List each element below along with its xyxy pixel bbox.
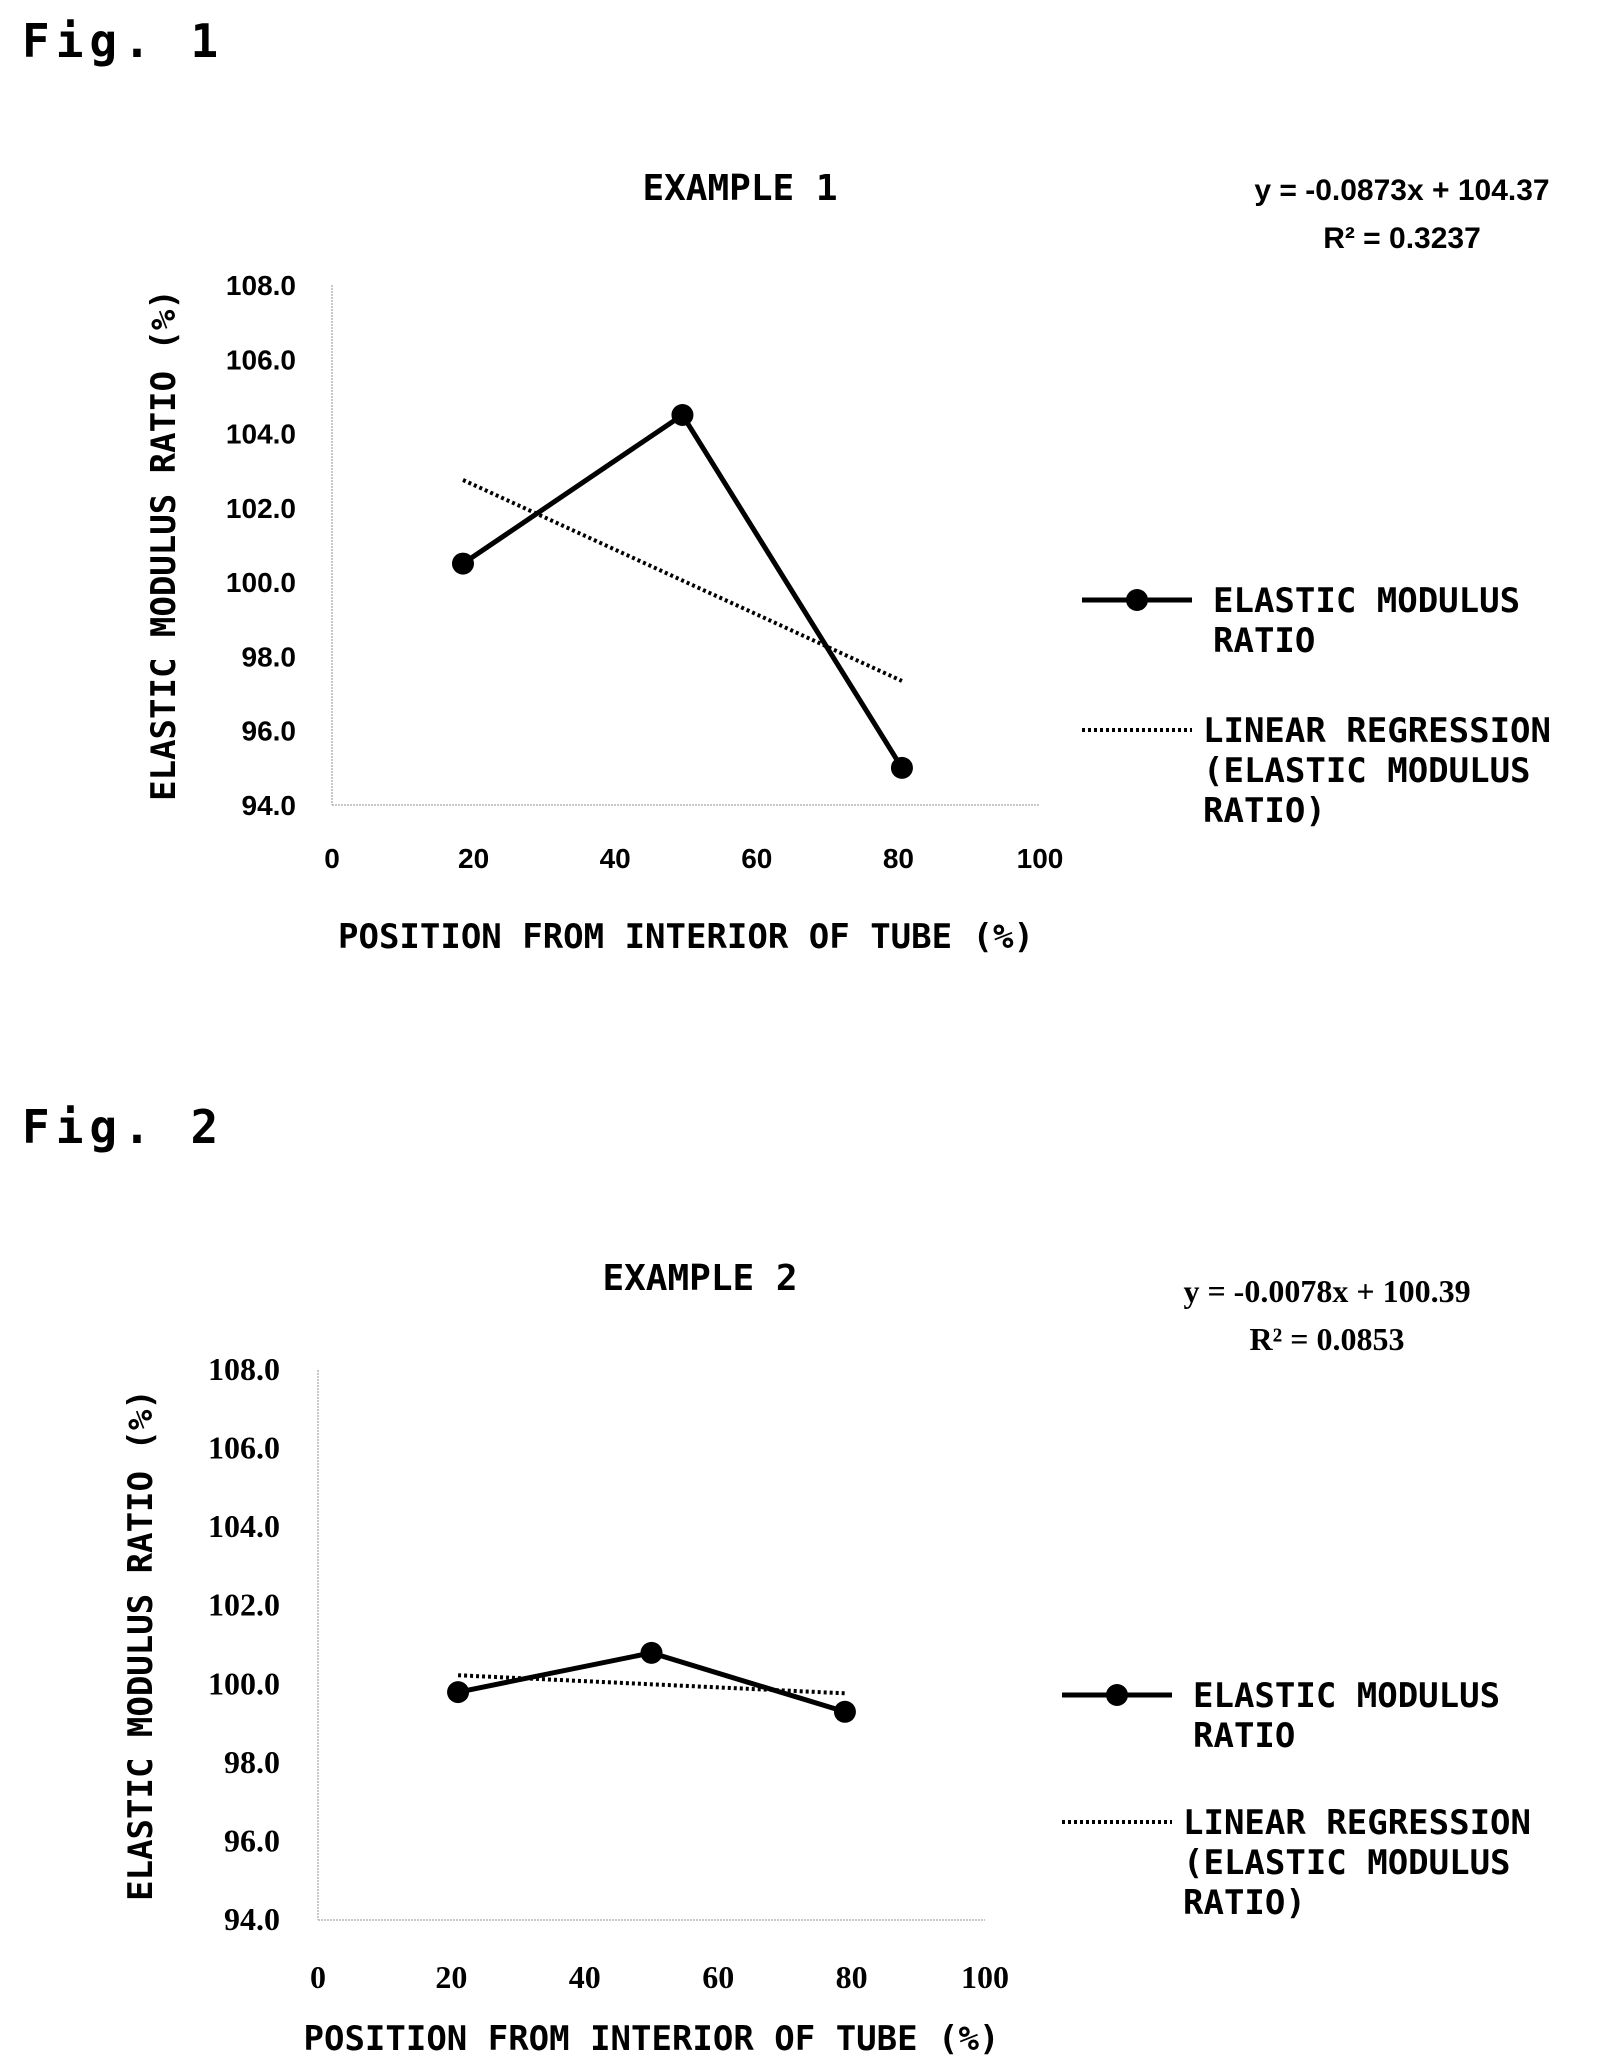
y-tick-label: 108.0 [226,270,296,301]
x-tick-label: 100 [1017,843,1064,874]
y-tick-label: 108.0 [208,1351,280,1387]
x-tick-label: 60 [741,843,772,874]
y-axis-label: ELASTIC MODULUS RATIO (%) [121,1389,161,1901]
x-tick-label: 80 [836,1959,868,1995]
legend-label-regression: LINEAR REGRESSION [1183,1803,1531,1843]
y-tick-label: 96.0 [242,716,297,747]
legend-label-data: ELASTIC MODULUS [1193,1676,1500,1716]
data-point-marker [451,552,474,575]
y-tick-label: 98.0 [224,1744,280,1780]
data-point-marker [890,756,913,779]
data-point-marker [447,1681,470,1704]
x-tick-label: 0 [324,843,340,874]
y-tick-label: 106.0 [208,1430,280,1466]
y-tick-label: 100.0 [208,1665,280,1701]
legend-label-data: ELASTIC MODULUS [1213,581,1520,621]
series-regression-line [457,1673,846,1696]
y-tick-label: 100.0 [226,567,296,598]
chart-example-1: EXAMPLE 1 y = -0.0873x + 104.37 R² = 0.323… [144,168,1551,957]
data-point-marker [640,1641,663,1664]
x-tick-label: 20 [458,843,489,874]
legend-label-regression: RATIO) [1183,1883,1306,1923]
y-tick-label: 98.0 [242,641,297,672]
x-tick-label: 0 [310,1959,326,1995]
y-tick-label: 96.0 [224,1822,280,1858]
y-tick-label: 106.0 [226,344,296,375]
x-axis-label: POSITION FROM INTERIOR OF TUBE (%) [338,917,1034,957]
legend-label-regression: (ELASTIC MODULUS [1203,751,1531,791]
x-tick-label: 60 [702,1959,734,1995]
data-point-marker [833,1700,856,1723]
r-squared-value: R² = 0.3237 [1323,222,1481,255]
figure-1-label: Fig. 1 [22,14,225,68]
legend-label-regression: LINEAR REGRESSION [1203,711,1551,751]
legend-label-data: RATIO [1213,621,1315,661]
regression-equation: y = -0.0078x + 100.39 [1183,1273,1470,1309]
chart-title: EXAMPLE 2 [602,1258,797,1299]
data-point-marker [671,404,694,426]
y-tick-label: 94.0 [224,1901,280,1937]
x-tick-label: 20 [435,1959,467,1995]
y-tick-label: 104.0 [208,1508,280,1544]
series-regression-line [462,478,903,683]
y-tick-label: 102.0 [208,1587,280,1623]
legend-label-regression: RATIO) [1203,791,1326,831]
legend-marker-data [1106,1684,1128,1706]
y-axis-label: ELASTIC MODULUS RATIO (%) [144,289,184,801]
legend-label-data: RATIO [1193,1716,1295,1756]
chart-title: EXAMPLE 1 [642,168,837,209]
x-tick-label: 40 [569,1959,601,1995]
figure-2-label: Fig. 2 [22,1100,225,1154]
legend-marker-data [1126,589,1148,611]
series-data-line [461,411,905,770]
legend-label-regression: (ELASTIC MODULUS [1183,1843,1511,1883]
x-tick-label: 100 [961,1959,1009,1995]
y-tick-label: 104.0 [226,419,296,450]
x-tick-label: 40 [600,843,631,874]
x-axis-label: POSITION FROM INTERIOR OF TUBE (%) [304,2019,1000,2059]
chart-example-2: EXAMPLE 2 y = -0.0078x + 100.39 R² = 0.085… [121,1258,1531,2059]
y-tick-label: 94.0 [242,790,297,821]
x-tick-label: 80 [883,843,914,874]
regression-equation: y = -0.0873x + 104.37 [1254,174,1549,207]
y-tick-label: 102.0 [226,493,296,524]
r-squared-value: R² = 0.0853 [1250,1321,1405,1357]
